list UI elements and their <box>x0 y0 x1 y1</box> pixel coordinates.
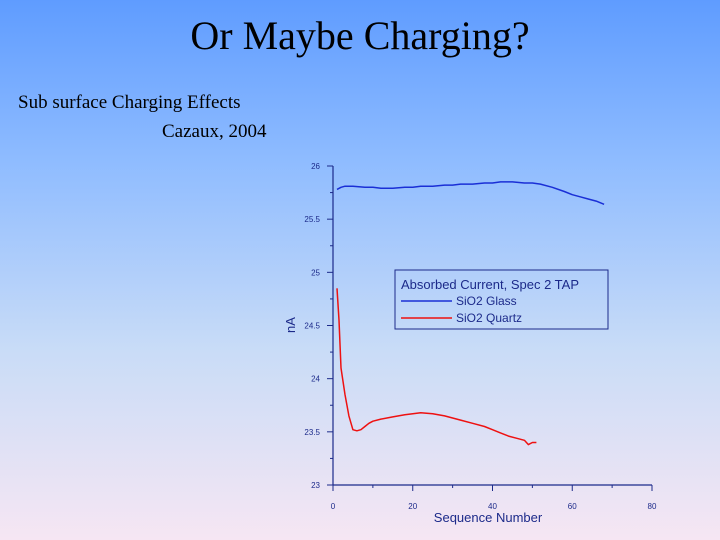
legend: Absorbed Current, Spec 2 TAP SiO2 Glass … <box>394 269 609 330</box>
subtitle-line-1: Sub surface Charging Effects <box>18 92 241 113</box>
slide-title: Or Maybe Charging? <box>190 13 530 58</box>
legend-label-quartz: SiO2 Quartz <box>456 311 522 325</box>
x-tick-label: 60 <box>568 502 577 511</box>
series-line-sio2-quartz <box>336 288 537 446</box>
series-line-sio2-glass <box>336 181 605 205</box>
legend-box <box>394 269 609 330</box>
y-tick-label: 26 <box>311 162 320 171</box>
x-tick-label: 40 <box>488 502 497 511</box>
axis-ticks: 0 20 40 60 80 23 23.5 24 24.5 25 25.5 26 <box>304 162 657 511</box>
y-tick-label: 23.5 <box>304 428 320 437</box>
y-axis-label: nA <box>283 317 298 333</box>
x-tick-label: 0 <box>331 502 336 511</box>
y-tick-label: 25 <box>311 268 320 277</box>
y-tick-label: 24.5 <box>304 322 320 331</box>
y-tick-label: 23 <box>311 481 320 490</box>
subtitle-line-2: Cazaux, 2004 <box>162 121 267 142</box>
y-tick-label: 24 <box>311 375 320 384</box>
x-tick-label: 20 <box>408 502 417 511</box>
x-axis-label: Sequence Number <box>434 510 543 525</box>
x-tick-label: 80 <box>648 502 657 511</box>
legend-title: Absorbed Current, Spec 2 TAP <box>401 277 579 292</box>
series-group <box>336 181 605 446</box>
legend-label-glass: SiO2 Glass <box>456 294 517 308</box>
y-tick-label: 25.5 <box>304 215 320 224</box>
